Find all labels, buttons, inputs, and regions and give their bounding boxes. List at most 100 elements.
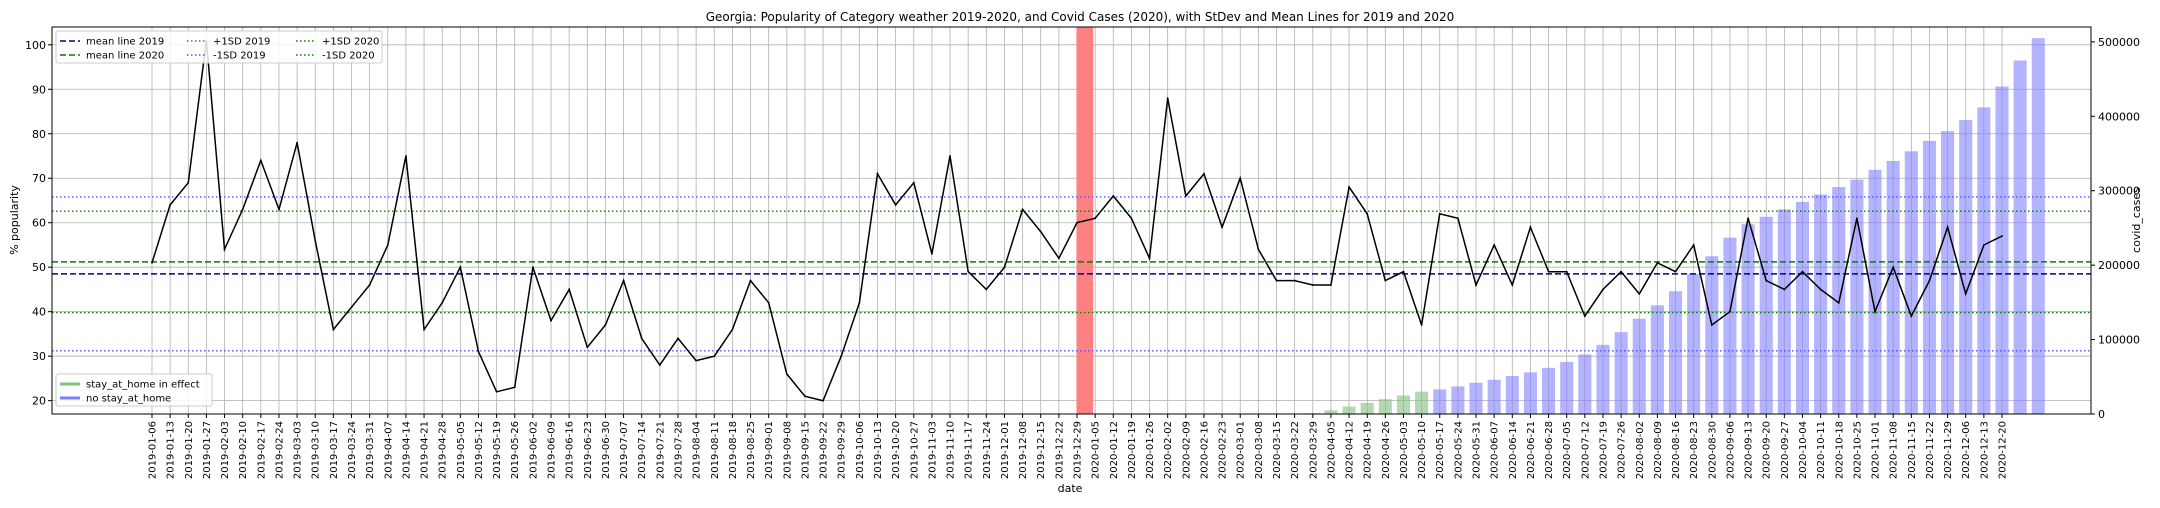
popularity-point bbox=[1257, 248, 1260, 251]
covid-bar bbox=[1632, 318, 1646, 414]
popularity-point bbox=[1112, 195, 1115, 197]
x-tick-label: 2020-07-05 bbox=[1562, 421, 1573, 479]
x-tick-label: 2019-08-25 bbox=[746, 421, 757, 479]
y-tick-label: 60 bbox=[32, 217, 46, 230]
covid-bar bbox=[1959, 120, 1973, 415]
x-tick-label: 2020-01-05 bbox=[1091, 421, 1102, 479]
popularity-point bbox=[1148, 257, 1151, 260]
x-tick-label: 2019-05-12 bbox=[474, 421, 485, 479]
popularity-point bbox=[405, 155, 407, 157]
lines-legend-entry: +1SD 2019 bbox=[213, 37, 270, 48]
x-tick-label: 2019-11-17 bbox=[964, 421, 975, 479]
x-tick-label: 2019-12-01 bbox=[1000, 421, 1011, 479]
x-tick-label: 2020-07-19 bbox=[1598, 421, 1609, 479]
x-tick-label: 2019-01-13 bbox=[166, 421, 177, 479]
popularity-point bbox=[1638, 292, 1641, 295]
covid-bar bbox=[1523, 372, 1537, 414]
popularity-point bbox=[423, 328, 425, 331]
x-tick-label: 2020-03-01 bbox=[1236, 421, 1247, 479]
lines-legend-entry: mean line 2019 bbox=[86, 37, 164, 48]
y-tick-label: 50 bbox=[32, 261, 46, 274]
covid-bar bbox=[1759, 216, 1773, 414]
popularity-point bbox=[1021, 208, 1024, 211]
popularity-point bbox=[1130, 217, 1133, 220]
x-tick-label: 2020-12-20 bbox=[1998, 421, 2009, 479]
x-tick-label: 2020-01-12 bbox=[1109, 421, 1120, 479]
covid-bar bbox=[1922, 140, 1936, 414]
x-tick-label: 2019-11-24 bbox=[982, 421, 993, 479]
x-tick-label: 2020-12-13 bbox=[1979, 421, 1990, 479]
x-tick-label: 2019-09-01 bbox=[764, 421, 775, 479]
axes-layer: 20 30 40 50 60 70 80 90 100 0 100000 200000 300000 40… bbox=[25, 26, 2140, 479]
x-tick-label: 2020-10-25 bbox=[1852, 421, 1863, 479]
x-tick-label: 2020-11-22 bbox=[1925, 421, 1936, 479]
covid-bar bbox=[1669, 291, 1683, 414]
bars-legend-box bbox=[55, 373, 213, 407]
popularity-point bbox=[1583, 315, 1586, 318]
x-tick-label: 2019-06-09 bbox=[547, 421, 558, 479]
x-tick-label: 2019-06-02 bbox=[528, 421, 539, 479]
x-axis-label: date bbox=[1058, 482, 1083, 495]
popularity-point bbox=[604, 324, 607, 326]
popularity-point bbox=[677, 337, 679, 340]
x-tick-label: 2020-01-19 bbox=[1127, 421, 1138, 479]
popularity-point bbox=[513, 386, 516, 389]
x-tick-label: 2020-11-01 bbox=[1871, 421, 1882, 479]
x-tick-label: 2019-10-20 bbox=[891, 421, 902, 479]
covid-bar bbox=[1723, 237, 1737, 414]
popularity-point bbox=[259, 159, 262, 162]
x-tick-label: 2019-09-15 bbox=[800, 421, 811, 479]
x-tick-label: 2019-08-11 bbox=[710, 421, 721, 479]
popularity-point bbox=[804, 395, 806, 398]
popularity-point bbox=[1511, 284, 1514, 286]
covid-bar bbox=[1795, 201, 1810, 414]
x-tick-label: 2019-10-27 bbox=[909, 421, 920, 479]
x-tick-label: 2019-09-08 bbox=[782, 421, 793, 479]
popularity-point bbox=[1928, 279, 1931, 282]
x-tick-label: 2019-01-06 bbox=[148, 421, 159, 479]
popularity-point bbox=[1456, 217, 1459, 220]
popularity-point bbox=[586, 346, 589, 349]
popularity-point bbox=[785, 373, 788, 375]
popularity-point bbox=[967, 270, 970, 273]
popularity-point bbox=[187, 181, 190, 184]
covid-bar bbox=[1596, 344, 1610, 414]
popularity-point bbox=[931, 252, 933, 255]
popularity-point bbox=[1783, 288, 1786, 291]
x-tick-label: 2020-05-17 bbox=[1435, 421, 1446, 479]
x-tick-label: 2020-04-12 bbox=[1345, 421, 1356, 479]
x-tick-label: 2019-09-29 bbox=[837, 421, 848, 479]
popularity-point bbox=[1692, 244, 1695, 246]
x-tick-label: 2019-12-29 bbox=[1073, 421, 1084, 479]
x-tick-label: 2019-05-26 bbox=[510, 421, 521, 479]
covid-bar bbox=[1542, 367, 1556, 414]
x-tick-label: 2020-09-13 bbox=[1744, 421, 1755, 479]
x-tick-label: 2019-02-24 bbox=[274, 421, 285, 479]
x-tick-label: 2020-03-08 bbox=[1254, 421, 1265, 479]
popularity-point bbox=[368, 284, 371, 286]
covid-bar bbox=[1904, 151, 1918, 414]
x-tick-label: 2020-02-16 bbox=[1199, 421, 1210, 479]
popularity-point bbox=[278, 208, 280, 211]
x-tick-label: 2020-07-26 bbox=[1617, 421, 1628, 479]
covid-bar bbox=[1505, 376, 1519, 414]
x-tick-label: 2019-11-03 bbox=[927, 421, 938, 479]
covid-bar bbox=[1560, 361, 1574, 414]
covid-bar bbox=[1741, 224, 1755, 414]
x-tick-label: 2019-03-17 bbox=[329, 421, 340, 479]
x-tick-label: 2020-01-26 bbox=[1145, 421, 1156, 479]
popularity-point bbox=[949, 155, 951, 157]
y2-tick-label: 0 bbox=[2098, 408, 2105, 421]
x-tick-label: 2019-04-07 bbox=[383, 421, 394, 479]
x-tick-label: 2020-08-16 bbox=[1671, 421, 1682, 479]
x-tick-label: 2020-09-20 bbox=[1762, 421, 1773, 479]
popularity-point bbox=[985, 288, 988, 291]
popularity-point bbox=[1366, 212, 1369, 215]
covid-bar bbox=[1378, 399, 1392, 414]
popularity-point bbox=[1221, 226, 1223, 229]
popularity-point bbox=[459, 266, 462, 269]
x-tick-label: 2020-10-04 bbox=[1798, 421, 1809, 479]
popularity-point bbox=[1856, 217, 1858, 220]
popularity-point bbox=[1946, 226, 1949, 229]
